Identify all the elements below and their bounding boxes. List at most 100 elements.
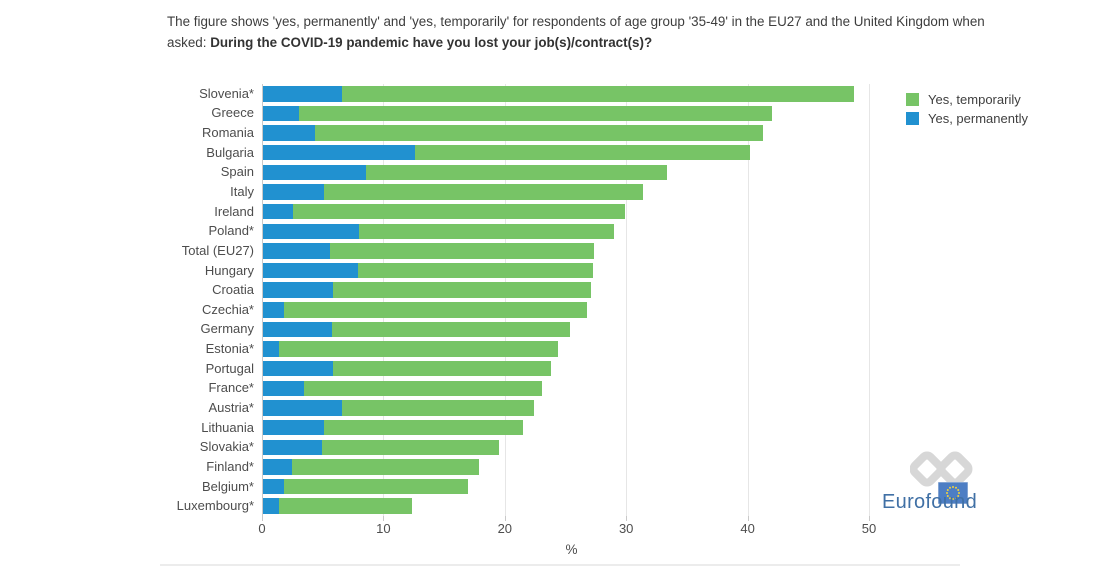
bar-segment-yes-permanently[interactable]: [263, 144, 415, 161]
category-label: Portugal: [205, 360, 254, 376]
x-axis-tick-label: 10: [376, 521, 391, 536]
category-label: Austria*: [208, 400, 254, 415]
figure-question: During the COVID-19 pandemic have you lo…: [210, 35, 653, 50]
x-axis-tick: [504, 516, 506, 521]
category-label: Belgium*: [201, 478, 254, 494]
eurofound-wordmark: Eurofound: [882, 491, 977, 513]
x-axis-tick: [869, 516, 870, 521]
x-axis-tick: [383, 516, 385, 521]
category-label: Estonia*: [205, 341, 254, 357]
x-axis-tick: [262, 516, 263, 521]
bar-segment-yes-permanently[interactable]: [263, 419, 324, 436]
bar-segment-yes-temporarily[interactable]: [293, 203, 625, 220]
bar-segment-yes-permanently[interactable]: [263, 125, 316, 141]
x-axis-tick-label: 0: [258, 521, 266, 536]
category-label: Spain: [220, 164, 254, 180]
bar-segment-yes-permanently[interactable]: [263, 164, 367, 181]
bar-segment-yes-permanently[interactable]: [263, 498, 279, 514]
eu-flag-icon: [938, 482, 968, 504]
bar-segment-yes-temporarily[interactable]: [278, 341, 558, 357]
bar-segment-yes-permanently[interactable]: [263, 439, 323, 456]
gridline: [383, 84, 385, 516]
bar-segment-yes-temporarily[interactable]: [299, 105, 772, 122]
bar-segment-yes-temporarily[interactable]: [315, 125, 764, 141]
bar-segment-yes-temporarily[interactable]: [323, 419, 523, 436]
category-label: Total (EU27): [181, 242, 254, 258]
bar-segment-yes-permanently[interactable]: [263, 86, 342, 102]
bar-segment-yes-permanently[interactable]: [263, 360, 334, 377]
gridline: [626, 84, 628, 516]
bar-segment-yes-temporarily[interactable]: [341, 400, 534, 416]
bar-segment-yes-temporarily[interactable]: [366, 164, 668, 181]
bar-segment-yes-temporarily[interactable]: [278, 498, 413, 514]
x-axis-tick: [626, 516, 628, 521]
bar-segment-yes-temporarily[interactable]: [333, 282, 591, 298]
x-axis-tick-label: 40: [740, 521, 755, 536]
bar-segment-yes-permanently[interactable]: [263, 400, 342, 416]
figure-description: The figure shows 'yes, permanently' and …: [167, 11, 1111, 53]
bar-segment-yes-temporarily[interactable]: [304, 380, 543, 397]
legend-label: Yes, temporarily: [928, 92, 1021, 107]
eurofound-logo: Eurofound: [880, 451, 984, 521]
bar-segment-yes-permanently[interactable]: [263, 184, 324, 200]
legend-swatch-icon: [906, 112, 919, 125]
bar-segment-yes-temporarily[interactable]: [283, 302, 588, 318]
gridline: [869, 84, 870, 516]
bar-segment-yes-temporarily[interactable]: [333, 360, 551, 377]
bar-segment-yes-permanently[interactable]: [263, 459, 293, 475]
x-axis-tick-label: 30: [618, 521, 634, 536]
category-label: Hungary: [204, 262, 254, 278]
bar-segment-yes-permanently[interactable]: [263, 262, 358, 279]
category-label: Slovakia*: [199, 439, 254, 455]
bar-segment-yes-permanently[interactable]: [263, 478, 284, 495]
figure-description-line1: The figure shows 'yes, permanently' and …: [167, 14, 985, 29]
bar-segment-yes-temporarily[interactable]: [358, 223, 614, 240]
bar-segment-yes-temporarily[interactable]: [323, 184, 643, 200]
legend-item[interactable]: Yes, temporarily: [906, 90, 1028, 109]
bar-segment-yes-permanently[interactable]: [263, 321, 333, 338]
legend-label: Yes, permanently: [928, 111, 1028, 126]
category-label: Bulgaria: [206, 144, 254, 160]
bar-segment-yes-temporarily[interactable]: [283, 478, 469, 495]
bar-segment-yes-permanently[interactable]: [263, 302, 284, 318]
category-label: Ireland: [214, 203, 254, 219]
category-label: Poland*: [208, 223, 254, 239]
category-label: Croatia: [212, 282, 254, 298]
x-axis-title: %: [565, 542, 578, 557]
legend-item[interactable]: Yes, permanently: [906, 109, 1028, 128]
bar-segment-yes-permanently[interactable]: [263, 203, 294, 220]
bar-segment-yes-permanently[interactable]: [263, 341, 279, 357]
bar-segment-yes-permanently[interactable]: [263, 243, 330, 259]
category-label: Germany: [200, 321, 254, 337]
gridline: [504, 84, 506, 516]
category-label: Greece: [211, 105, 254, 121]
category-label: Luxembourg*: [176, 498, 254, 514]
bar-segment-yes-permanently[interactable]: [263, 380, 305, 397]
bar-segment-yes-temporarily[interactable]: [292, 459, 480, 475]
category-label: Czechia*: [201, 301, 254, 317]
legend: Yes, temporarily Yes, permanently: [906, 90, 1028, 128]
gridline: [747, 84, 749, 516]
chain-links-icon: [910, 451, 973, 487]
category-label: Slovenia*: [199, 85, 254, 101]
bar-segment-yes-permanently[interactable]: [263, 282, 334, 298]
x-axis-tick-label: 50: [861, 521, 877, 536]
bar-segment-yes-temporarily[interactable]: [332, 321, 571, 338]
bar-segment-yes-temporarily[interactable]: [414, 144, 750, 161]
bar-segment-yes-permanently[interactable]: [263, 105, 300, 122]
category-label: Finland*: [206, 458, 254, 474]
category-label: Romania: [201, 125, 254, 141]
bar-segment-yes-temporarily[interactable]: [322, 439, 499, 456]
bar-segment-yes-temporarily[interactable]: [357, 262, 594, 279]
legend-swatch-icon: [906, 93, 919, 106]
bottom-divider: [160, 564, 960, 566]
bar-segment-yes-temporarily[interactable]: [341, 86, 855, 102]
bar-segment-yes-temporarily[interactable]: [329, 243, 595, 259]
x-axis-tick: [747, 516, 749, 521]
category-label: Italy: [230, 184, 254, 199]
x-axis-tick-label: 20: [497, 521, 513, 536]
figure-description-line2-prefix: asked:: [167, 35, 207, 50]
bar-segment-yes-permanently[interactable]: [263, 223, 359, 240]
